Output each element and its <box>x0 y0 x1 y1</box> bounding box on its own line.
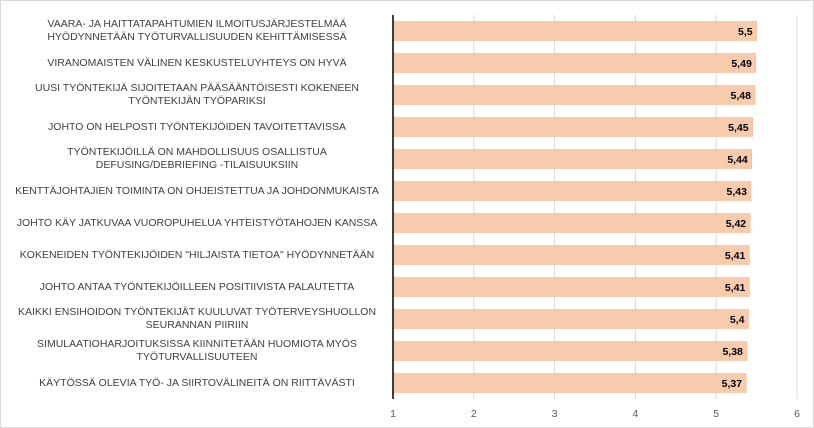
bar <box>392 21 757 41</box>
bar <box>392 181 752 201</box>
value-label: 5,49 <box>731 58 752 70</box>
bar <box>392 149 753 169</box>
x-tick-label: 2 <box>471 408 477 420</box>
value-label: 5,5 <box>738 26 753 38</box>
category-label: KAIKKI ENSIHOIDON TYÖNTEKIJÄT KUULUVAT T… <box>17 306 377 331</box>
x-tick-label: 3 <box>552 408 558 420</box>
value-label: 5,42 <box>726 218 747 230</box>
value-label: 5,48 <box>731 90 752 102</box>
x-tick-label: 6 <box>794 408 800 420</box>
bar <box>392 277 750 297</box>
value-label: 5,45 <box>728 122 749 134</box>
x-tick-labels: 1 2 3 4 5 6 <box>390 408 800 420</box>
bar <box>392 85 756 105</box>
value-label: 5,43 <box>727 186 748 198</box>
category-label: KENTTÄJOHTAJIEN TOIMINTA ON OHJEISTETTUA… <box>15 184 379 197</box>
x-tick-label: 1 <box>390 408 396 420</box>
category-label: VAARA- JA HAITTATAPAHTUMIEN ILMOITUSJÄRJ… <box>47 18 347 43</box>
x-tick-label: 4 <box>632 408 638 420</box>
bar <box>392 213 751 233</box>
bars <box>392 21 757 393</box>
value-label: 5,44 <box>727 154 748 166</box>
bar <box>392 53 757 73</box>
value-label: 5,38 <box>722 346 743 358</box>
category-label: SIMULAATIOHARJOITUKSISSA KIINNITETÄÄN HU… <box>37 338 357 363</box>
bar <box>392 117 753 137</box>
category-label: JOHTO ANTAA TYÖNTEKIJÖILLEEN POSITIIVIST… <box>39 280 355 293</box>
value-labels: 5,5 5,49 5,48 5,45 5,44 5,43 5,42 5,41 5,41 5,4 5,… <box>722 26 753 390</box>
bar <box>392 309 749 329</box>
category-label: TYÖNTEKIJÖILLÄ ON MAHDOLLISUUS OSALLISTU… <box>67 146 327 171</box>
category-label: JOHTO KÄY JATKUVAA VUOROPUHELUA YHTEISTY… <box>16 216 378 229</box>
category-label: KÄYTÖSSÄ OLEVIA TYÖ- JA SIIRTOVÄLINEITÄ … <box>39 376 355 389</box>
x-tick-label: 5 <box>713 408 719 420</box>
value-label: 5,41 <box>725 282 746 294</box>
category-label: JOHTO ON HELPOSTI TYÖNTEKIJÖIDEN TAVOITE… <box>48 120 346 133</box>
value-label: 5,41 <box>725 250 746 262</box>
bar <box>392 245 750 265</box>
gridlines <box>473 15 798 399</box>
bar <box>392 373 747 393</box>
value-label: 5,37 <box>722 378 743 390</box>
bar <box>392 341 748 361</box>
value-label: 5,4 <box>730 314 745 326</box>
category-label: VIRANOMAISTEN VÄLINEN KESKUSTELUYHTEYS O… <box>47 56 347 69</box>
category-label: KOKENEIDEN TYÖNTEKIJÖIDEN "HILJAISTA TIE… <box>19 248 375 261</box>
category-label: UUSI TYÖNTEKIJÄ SIJOITETAAN PÄÄSÄÄNTÖISE… <box>34 82 359 107</box>
